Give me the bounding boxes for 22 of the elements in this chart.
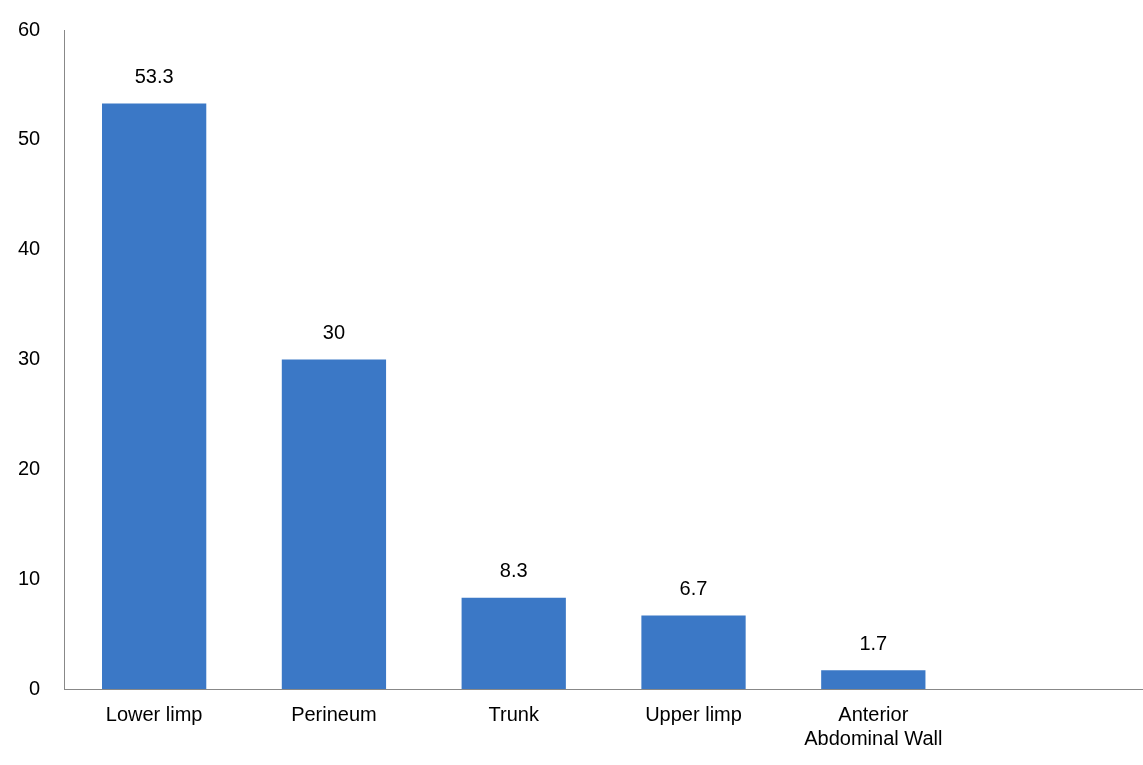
y-tick-label: 20	[18, 456, 41, 479]
bar	[641, 615, 746, 689]
x-tick-label: Anterior Abdominal Wall	[804, 702, 943, 749]
data-label: 8.3	[499, 559, 528, 582]
y-tick-label: 30	[18, 347, 41, 370]
bar	[461, 597, 566, 689]
bar	[821, 670, 926, 689]
y-tick-label: 50	[18, 127, 41, 150]
data-label: 53.3	[134, 65, 174, 88]
data-label: 1.7	[859, 631, 888, 654]
bar	[102, 103, 207, 689]
x-tick-label: Lower limp	[105, 702, 203, 725]
bar	[281, 359, 387, 689]
data-label: 6.7	[679, 576, 708, 599]
y-tick-label: 40	[18, 237, 41, 260]
y-tick-label: 10	[18, 566, 41, 589]
x-tick-label: Perineum	[291, 702, 377, 725]
y-tick-label: 60	[18, 17, 41, 40]
x-tick-label: Upper limp	[645, 702, 742, 725]
x-tick-label: Trunk	[488, 702, 540, 725]
data-label: 30	[322, 321, 346, 344]
y-tick-label: 0	[29, 676, 41, 699]
